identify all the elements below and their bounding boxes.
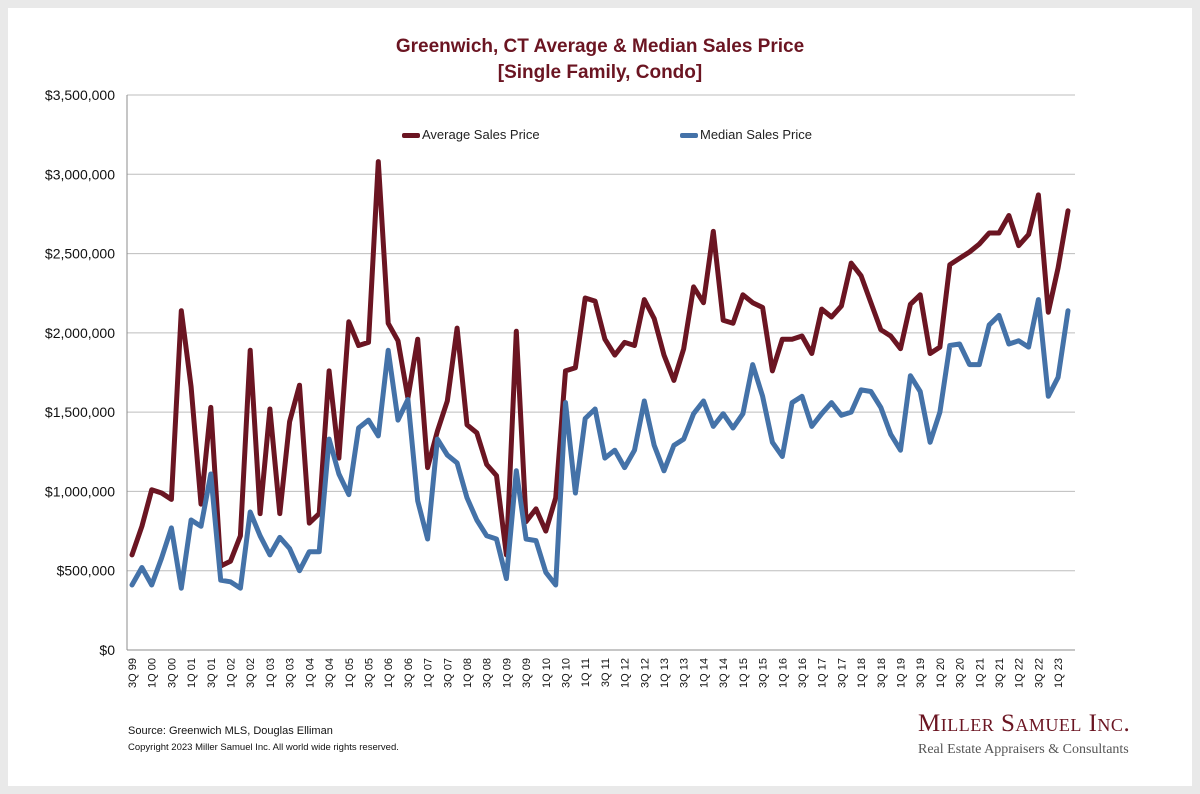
x-tick-label: 1Q 22 — [1014, 658, 1026, 688]
legend-swatch-average — [402, 133, 420, 139]
x-tick-label: 1Q 12 — [620, 658, 632, 688]
source-note: Source: Greenwich MLS, Douglas Elliman — [128, 725, 333, 737]
legend-entry-median: Median Sales Price — [680, 127, 812, 142]
chart-subtitle: [Single Family, Condo] — [497, 62, 703, 83]
y-tick-label: $2,500,000 — [45, 246, 115, 262]
company-logo: Miller Samuel Inc. Real Estate Appraiser… — [918, 710, 1158, 760]
y-tick-label: $1,000,000 — [45, 483, 115, 499]
x-tick-label: 3Q 16 — [797, 658, 809, 688]
x-tick-label: 1Q 17 — [817, 658, 829, 688]
x-tick-label: 3Q 21 — [994, 658, 1006, 688]
x-tick-label: 1Q 09 — [501, 658, 513, 688]
x-tick-label: 3Q 11 — [600, 658, 612, 687]
x-tick-label: 1Q 08 — [462, 658, 474, 688]
legend-entry-average: Average Sales Price — [402, 127, 540, 142]
y-tick-label: $3,500,000 — [45, 87, 115, 103]
x-tick-label: 1Q 16 — [777, 658, 789, 688]
logo-name: Miller Samuel Inc. — [918, 710, 1131, 737]
x-tick-label: 1Q 07 — [423, 658, 435, 688]
x-tick-label: 3Q 17 — [836, 658, 848, 688]
x-tick-label: 3Q 04 — [324, 658, 336, 688]
x-tick-label: 1Q 14 — [698, 658, 710, 688]
series-line-average — [129, 159, 1071, 569]
x-tick-label: 3Q 08 — [482, 658, 494, 688]
x-tick-label: 1Q 19 — [896, 658, 908, 688]
x-tick-label: 1Q 15 — [738, 658, 750, 688]
x-tick-label: 1Q 11 — [580, 658, 592, 687]
y-tick-label: $0 — [99, 642, 115, 658]
y-tick-label: $1,500,000 — [45, 404, 115, 420]
copyright-note: Copyright 2023 Miller Samuel Inc. All wo… — [128, 742, 399, 753]
series-line-median — [129, 297, 1071, 591]
x-tick-label: 1Q 04 — [304, 658, 316, 688]
x-tick-label: 3Q 14 — [718, 658, 730, 688]
x-tick-label: 1Q 01 — [186, 658, 198, 688]
x-tick-label: 3Q 05 — [363, 658, 375, 688]
x-tick-label: 3Q 06 — [403, 658, 415, 688]
logo-tagline: Real Estate Appraisers & Consultants — [918, 742, 1129, 757]
x-tick-label: 3Q 03 — [285, 658, 297, 688]
x-tick-label: 3Q 02 — [245, 658, 257, 688]
x-tick-label: 3Q 00 — [166, 658, 178, 688]
x-tick-label: 3Q 15 — [758, 658, 770, 688]
x-tick-label: 1Q 18 — [856, 658, 868, 688]
y-tick-label: $3,000,000 — [45, 166, 115, 182]
x-tick-label: 3Q 07 — [442, 658, 454, 688]
x-tick-label: 1Q 20 — [935, 658, 947, 688]
x-tick-label: 3Q 18 — [876, 658, 888, 688]
x-tick-label: 1Q 05 — [344, 658, 356, 688]
x-tick-label: 3Q 09 — [521, 658, 533, 688]
x-tick-label: 3Q 01 — [206, 658, 218, 688]
x-tick-label: 3Q 20 — [955, 658, 967, 688]
x-tick-label: 1Q 10 — [541, 658, 553, 688]
y-axis-tick-labels: $0 $500,000 $1,000,000 $1,500,000 $2,000,000… — [45, 87, 115, 658]
axes — [126, 95, 1075, 651]
x-tick-label: 3Q 22 — [1033, 658, 1045, 688]
legend-swatch-median — [680, 133, 698, 139]
series-lines — [129, 159, 1071, 591]
chart-title: Greenwich, CT Average & Median Sales Pri… — [395, 36, 805, 57]
x-axis-tick-labels: 3Q 99 1Q 00 3Q 00 1Q 01 3Q 01 1Q 02 3Q 02 1Q 03… — [127, 658, 1065, 688]
x-tick-label: 3Q 99 — [127, 658, 139, 688]
x-tick-label: 1Q 13 — [659, 658, 671, 688]
x-tick-label: 3Q 10 — [561, 658, 573, 688]
x-tick-label: 1Q 06 — [383, 658, 395, 688]
x-tick-label: 1Q 00 — [147, 658, 159, 688]
x-tick-label: 3Q 13 — [679, 658, 691, 688]
x-tick-label: 3Q 12 — [639, 658, 651, 688]
x-tick-label: 1Q 02 — [226, 658, 238, 688]
legend-label-average: Average Sales Price — [422, 127, 540, 142]
x-tick-label: 1Q 23 — [1053, 658, 1065, 688]
y-tick-label: $2,000,000 — [45, 325, 115, 341]
x-tick-label: 3Q 19 — [915, 658, 927, 688]
x-tick-label: 1Q 03 — [265, 658, 277, 688]
legend-label-median: Median Sales Price — [700, 127, 812, 142]
x-tick-label: 1Q 21 — [974, 658, 986, 688]
y-tick-label: $500,000 — [57, 563, 116, 579]
chart-frame — [8, 8, 1192, 786]
